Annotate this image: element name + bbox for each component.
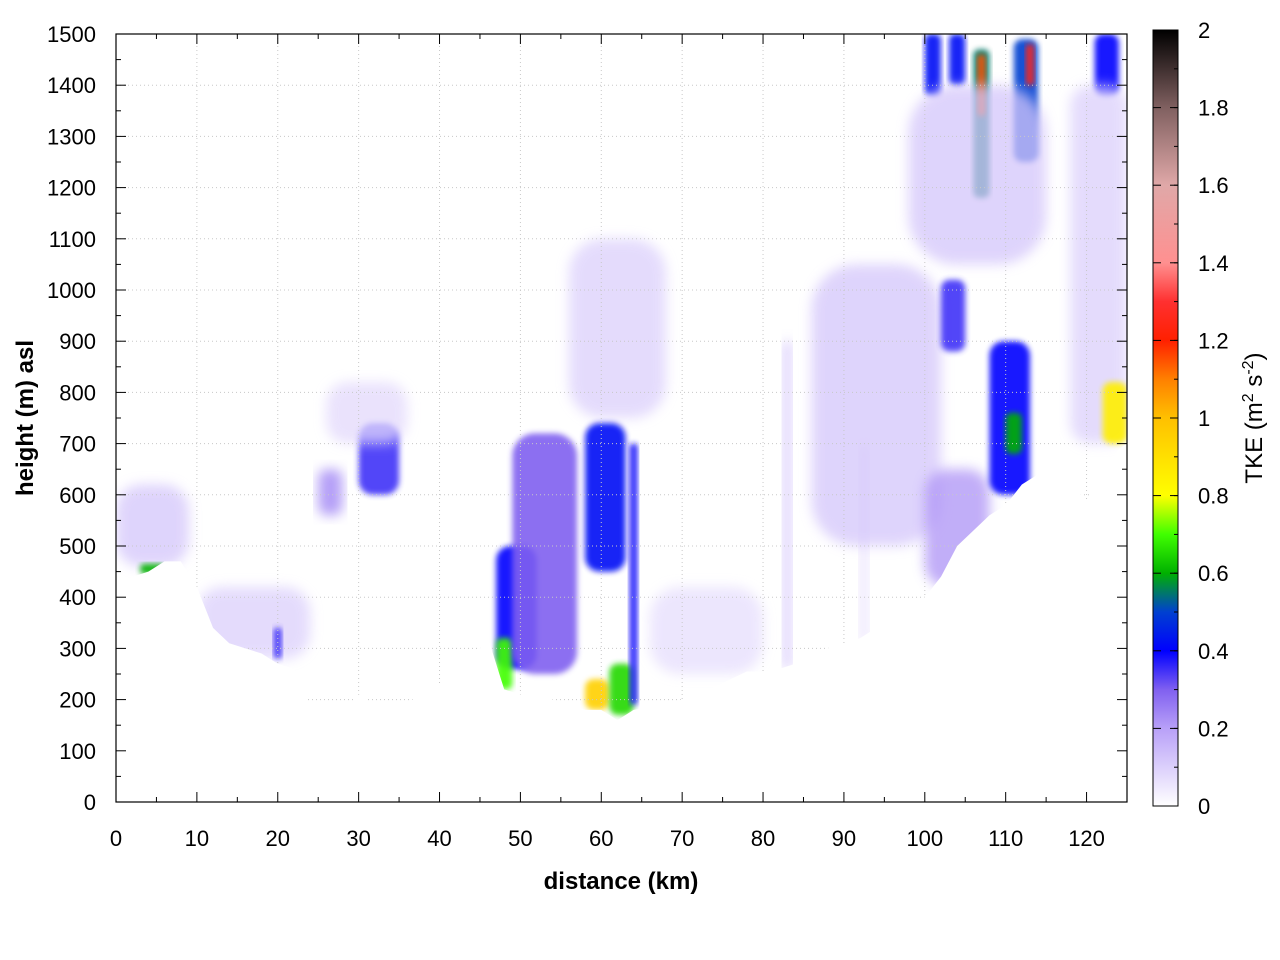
tke-region-right-haze <box>1070 85 1127 444</box>
tke-region-haze-56 <box>568 238 666 418</box>
y-tick-label: 1300 <box>47 124 96 149</box>
x-tick-label: 70 <box>670 826 694 851</box>
x-tick-label: 100 <box>906 826 943 851</box>
y-tick-label: 700 <box>59 432 96 457</box>
tke-region-hot-113 <box>1025 44 1034 86</box>
tke-region-right-surface-hot <box>1102 382 1127 444</box>
y-tick-label: 1100 <box>49 227 96 252</box>
tke-region-plume-26 <box>318 469 343 516</box>
y-tick-label: 1200 <box>47 176 96 201</box>
tke-region-haze-88 <box>811 264 941 546</box>
y-tick-label: 1500 <box>47 22 96 47</box>
colorbar-title-sup1: 2 <box>1240 393 1257 402</box>
y-tick-label: 500 <box>59 534 96 559</box>
tke-region-core-111 <box>1005 412 1022 454</box>
x-tick-label: 90 <box>832 826 856 851</box>
terrain-mask <box>116 443 1127 801</box>
tke-region-surface-62-green <box>609 663 634 715</box>
tke-region-column-60 <box>585 423 626 572</box>
x-tick-label: 60 <box>589 826 613 851</box>
tke-region-upper-haze-104 <box>908 85 1047 265</box>
colorbar-title-mid: s <box>1241 375 1268 394</box>
tke-region-surface-60-hot <box>585 679 610 710</box>
tke-region-upper-haze-30 <box>326 382 408 444</box>
tke-region-right-top <box>1094 34 1119 96</box>
y-tick-label: 200 <box>59 688 96 713</box>
x-tick-label: 30 <box>346 826 370 851</box>
tke-region-thin-column-64 <box>629 443 638 705</box>
colorbar-tick-label: 1.2 <box>1198 328 1229 353</box>
x-tick-label: 10 <box>185 826 209 851</box>
y-axis: 0 100 200 300 400 500 600 700 800 900 1000 1100 1200… <box>47 22 1127 815</box>
colorbar-tick-label: 0.2 <box>1198 716 1229 741</box>
colorbar: 00.20.40.60.811.21.41.61.82 TKE (m2 s-2) <box>1152 18 1268 819</box>
colorbar-tick-label: 0.6 <box>1198 561 1229 586</box>
y-tick-label: 400 <box>59 585 96 610</box>
y-tick-label: 900 <box>59 329 96 354</box>
x-axis-title: distance (km) <box>544 868 699 895</box>
y-tick-label: 800 <box>59 380 96 405</box>
colorbar-tick-label: 0.4 <box>1198 639 1229 664</box>
tke-region-spike-101 <box>924 34 941 96</box>
y-tick-label: 600 <box>59 483 96 508</box>
colorbar-tick-label: 0 <box>1198 794 1210 819</box>
plot-area <box>115 33 1128 803</box>
colorbar-tick-label: 1 <box>1198 406 1210 431</box>
x-tick-label: 80 <box>751 826 775 851</box>
y-axis-title: height (m) asl <box>12 340 39 496</box>
colorbar-tick-label: 2 <box>1198 18 1210 43</box>
colorbar-ticks: 0 0.2 0.4 0.6 0.8 1 1.2 1.4 1.6 1.8 2 <box>1153 18 1229 819</box>
x-tick-label: 0 <box>110 826 122 851</box>
y-tick-label: 0 <box>84 790 96 815</box>
colorbar-tick-label: 1.4 <box>1198 251 1229 276</box>
tke-region-streak-83 <box>783 341 792 669</box>
colorbar-title-sup2: -2 <box>1240 360 1257 374</box>
tke-region-spike-104 <box>949 34 966 86</box>
y-tick-label: 100 <box>59 739 96 764</box>
colorbar-tick-label: 1.8 <box>1198 96 1229 121</box>
colorbar-title-main: TKE (m <box>1241 402 1268 483</box>
colorbar-tick-label: 0.8 <box>1198 484 1229 509</box>
tke-region-mid-haze-75 <box>649 586 764 674</box>
tke-region-blob-104 <box>940 279 966 352</box>
colorbar-title: TKE (m2 s-2) <box>1240 352 1268 483</box>
x-tick-label: 40 <box>427 826 451 851</box>
tke-region-column-52 <box>512 433 578 674</box>
x-axis: 0 10 20 30 40 50 60 70 80 90 100 110 120 <box>110 34 1105 851</box>
x-tick-label: 20 <box>266 826 290 851</box>
y-tick-label: 1400 <box>47 73 96 98</box>
tke-region-hill-20-core <box>273 627 282 659</box>
x-tick-label: 120 <box>1068 826 1105 851</box>
colorbar-title-end: ) <box>1241 352 1268 360</box>
tke-region-left-slope-layer <box>116 484 189 567</box>
x-tick-label: 110 <box>988 826 1023 851</box>
colorbar-tick-label: 1.6 <box>1198 173 1229 198</box>
y-tick-label: 1000 <box>47 278 96 303</box>
y-tick-label: 300 <box>59 636 96 661</box>
x-tick-label: 50 <box>508 826 532 851</box>
